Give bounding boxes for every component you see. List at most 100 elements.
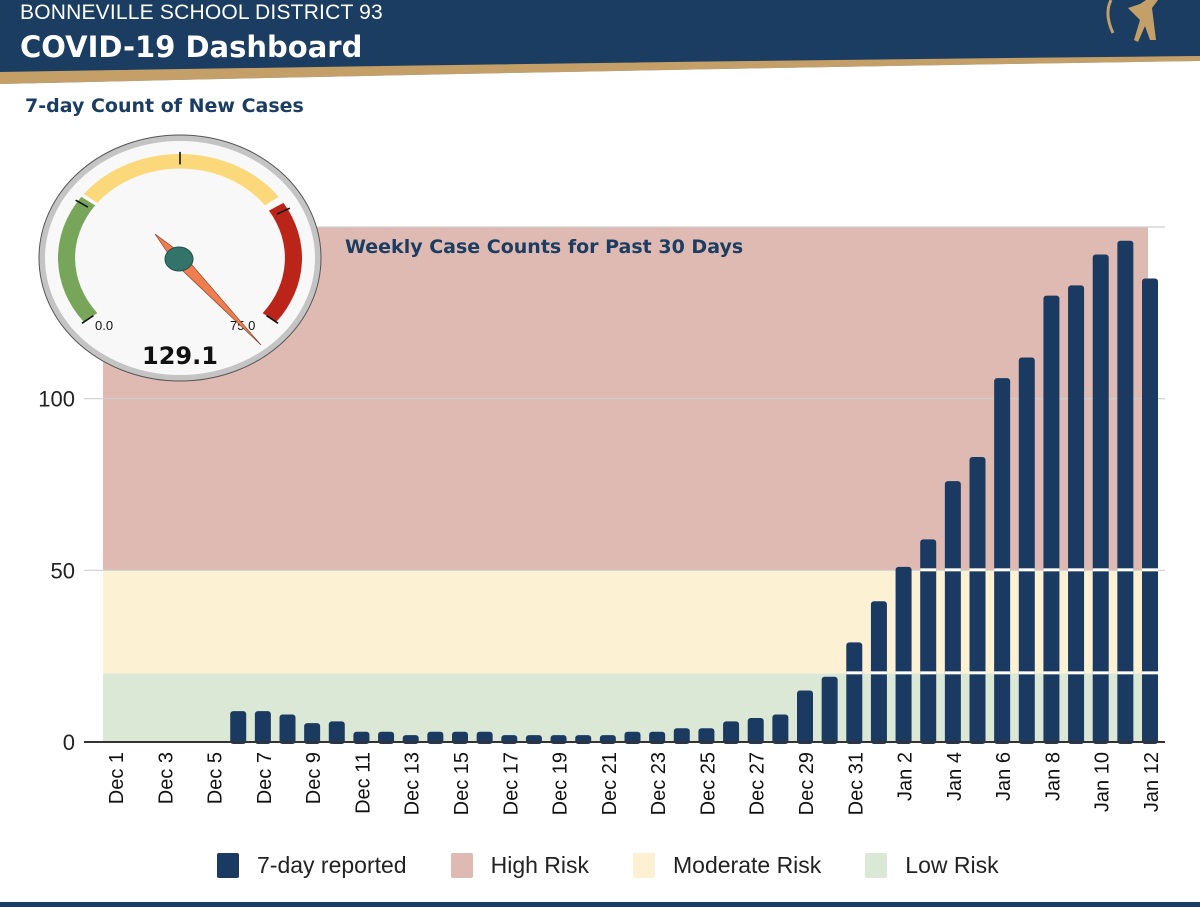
legend-item-low-risk: Low Risk bbox=[865, 852, 999, 879]
x-tick-label: Dec 31 bbox=[845, 752, 867, 815]
x-tick-label: Dec 1 bbox=[106, 752, 128, 804]
x-tick-label: Jan 2 bbox=[895, 752, 917, 801]
bar-jan-10 bbox=[1092, 254, 1109, 744]
band-separator bbox=[1068, 568, 1085, 572]
legend-label: Moderate Risk bbox=[673, 852, 822, 878]
x-tick-label: Jan 6 bbox=[993, 752, 1015, 801]
legend-swatch-high-risk bbox=[450, 853, 473, 878]
bar-dec-28 bbox=[772, 714, 789, 744]
chart-legend: 7-day reported High Risk Moderate Risk L… bbox=[217, 852, 1043, 879]
gauge-arc-high bbox=[262, 202, 302, 323]
bar-dec-30 bbox=[821, 676, 838, 744]
bar-jan-8 bbox=[1043, 295, 1060, 744]
band-separator bbox=[920, 568, 937, 572]
x-tick-label: Dec 15 bbox=[451, 752, 473, 815]
bar-dec-25 bbox=[698, 728, 715, 744]
x-tick-label: Dec 29 bbox=[796, 752, 818, 815]
legend-item-reported: 7-day reported bbox=[217, 852, 407, 879]
bar-dec-8 bbox=[279, 714, 296, 744]
bar-jan-9 bbox=[1068, 285, 1085, 744]
band-separator bbox=[1043, 671, 1060, 675]
band-separator bbox=[944, 671, 961, 675]
x-tick-label: Dec 3 bbox=[155, 752, 177, 804]
chart-title: Weekly Case Counts for Past 30 Days bbox=[345, 236, 743, 258]
x-tick-label: Dec 23 bbox=[648, 752, 670, 815]
x-tick-label: Jan 10 bbox=[1092, 752, 1114, 812]
gauge-min-label: 0.0 bbox=[95, 318, 113, 333]
legend-label: 7-day reported bbox=[257, 852, 407, 878]
bar-dec-26 bbox=[723, 721, 740, 744]
gauge-hub bbox=[164, 246, 194, 272]
y-tick-label: 50 bbox=[51, 558, 75, 583]
x-tick-label: Dec 19 bbox=[550, 752, 572, 815]
band-separator bbox=[920, 671, 937, 675]
bar-dec-9 bbox=[304, 723, 321, 744]
x-tick-label: Dec 13 bbox=[402, 752, 424, 815]
bar-dec-11 bbox=[353, 731, 370, 744]
gauge-value: 129.1 bbox=[142, 342, 218, 370]
band-separator bbox=[870, 671, 887, 675]
gauge-arc-moderate bbox=[83, 154, 279, 206]
bar-dec-16 bbox=[476, 731, 493, 744]
bar-jan-7 bbox=[1018, 357, 1035, 744]
footer-bar bbox=[0, 902, 1200, 907]
band-separator bbox=[1117, 568, 1134, 572]
bar-jan-6 bbox=[994, 378, 1011, 744]
section-title: 7-day Count of New Cases bbox=[25, 95, 304, 117]
band-separator bbox=[1142, 671, 1158, 675]
x-tick-label: Dec 21 bbox=[599, 752, 621, 815]
bar-dec-27 bbox=[747, 717, 764, 744]
band-moderate-risk bbox=[103, 570, 1148, 674]
bar-dec-15 bbox=[452, 731, 468, 744]
band-separator bbox=[944, 568, 961, 572]
band-separator bbox=[895, 671, 912, 675]
band-separator bbox=[1092, 568, 1109, 572]
bar-dec-14 bbox=[427, 731, 444, 744]
legend-label: High Risk bbox=[490, 852, 590, 878]
band-separator bbox=[994, 568, 1011, 572]
x-tick-label: Dec 17 bbox=[500, 752, 522, 815]
band-separator bbox=[969, 568, 986, 572]
gauge-arc-low bbox=[57, 196, 98, 323]
bar-jan-11 bbox=[1117, 240, 1134, 744]
bar-dec-22 bbox=[624, 731, 641, 744]
band-separator bbox=[994, 671, 1011, 675]
gauge-widget: 0.0 75.0 129.1 bbox=[38, 134, 322, 382]
legend-item-moderate-risk: Moderate Risk bbox=[633, 852, 821, 879]
bar-dec-7 bbox=[254, 711, 271, 744]
band-separator bbox=[1142, 568, 1158, 572]
bar-dec-31 bbox=[846, 642, 863, 744]
x-tick-label: Jan 8 bbox=[1042, 752, 1064, 801]
bar-dec-12 bbox=[378, 731, 395, 744]
bar-jan-3 bbox=[920, 539, 937, 744]
bar-jan-2 bbox=[895, 566, 912, 744]
band-separator bbox=[1068, 671, 1085, 675]
person-star-logo-icon bbox=[1106, 0, 1158, 42]
header-gold-swoosh bbox=[0, 56, 1200, 90]
legend-swatch-low-risk bbox=[865, 853, 888, 878]
band-separator bbox=[969, 671, 986, 675]
band-separator bbox=[1117, 671, 1134, 675]
band-separator bbox=[846, 671, 863, 675]
dashboard-title: COVID-19 Dashboard bbox=[20, 30, 363, 64]
band-separator bbox=[1018, 671, 1035, 675]
gauge-tick bbox=[81, 314, 94, 324]
x-tick-label: Dec 7 bbox=[254, 752, 276, 804]
legend-item-high-risk: High Risk bbox=[450, 852, 590, 879]
x-tick-label: Dec 9 bbox=[303, 752, 325, 804]
bar-dec-6 bbox=[230, 711, 247, 744]
legend-swatch-moderate-risk bbox=[633, 853, 656, 878]
gauge-tick bbox=[75, 199, 89, 208]
legend-swatch-reported bbox=[217, 853, 239, 878]
bar-jan-5 bbox=[969, 457, 986, 744]
gauge-tick bbox=[266, 314, 279, 324]
y-tick-label: 100 bbox=[38, 387, 75, 412]
band-separator bbox=[1092, 671, 1109, 675]
band-separator bbox=[1043, 568, 1060, 572]
band-separator bbox=[1018, 568, 1035, 572]
x-tick-label: Jan 12 bbox=[1141, 752, 1163, 812]
bar-dec-24 bbox=[673, 728, 690, 744]
bar-jan-12 bbox=[1142, 278, 1158, 744]
bar-dec-23 bbox=[649, 731, 666, 744]
bar-dec-10 bbox=[328, 721, 345, 744]
